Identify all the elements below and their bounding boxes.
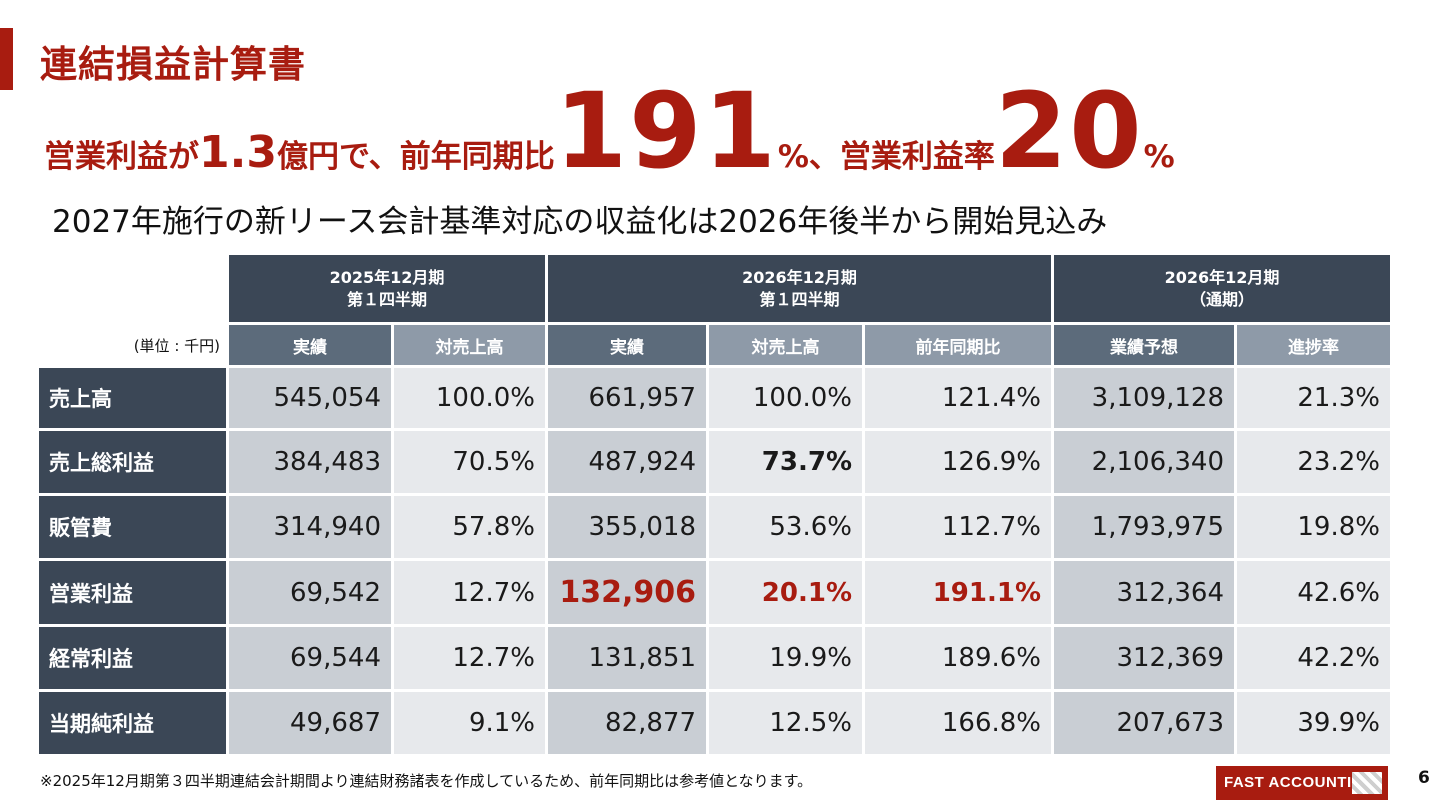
period-header-line1: 2026年12月期 [1164, 267, 1280, 287]
column-header-ratio-to-sales: 対売上高 [709, 325, 862, 365]
table-row: 販管費 314,940 57.8% 355,018 53.6% 112.7% 1… [39, 496, 1390, 558]
period-header-2026-full-year: 2026年12月期 （通期） [1054, 255, 1390, 322]
table-cell: 1,793,975 [1054, 496, 1234, 558]
table-cell: 207,673 [1054, 692, 1234, 754]
period-header-line1: 2025年12月期 [329, 267, 445, 287]
period-header-line2: 第１四半期 [759, 289, 840, 309]
headline-text-3: %、営業利益率 [777, 139, 995, 175]
footnote: ※2025年12月期第３四半期連結会計期間より連結財務諸表を作成しているため、前… [40, 772, 813, 790]
table-cell: 57.8% [394, 496, 545, 558]
title-accent-bar [0, 28, 13, 90]
column-header-forecast: 業績予想 [1054, 325, 1234, 365]
table-cell: 355,018 [548, 496, 706, 558]
period-header-line1: 2026年12月期 [742, 267, 857, 287]
table-cell: 12.7% [394, 627, 545, 689]
column-header-actual: 実績 [229, 325, 391, 365]
table-cell: 100.0% [709, 368, 862, 428]
headline-yoy-value: 191 [554, 70, 778, 192]
table-cell: 19.8% [1237, 496, 1390, 558]
headline-text-4: % [1143, 139, 1175, 175]
table-cell: 3,109,128 [1054, 368, 1234, 428]
unit-label: (単位 : 千円) [133, 336, 220, 355]
logo-text: FAST ACCOUNTING [1224, 774, 1376, 791]
period-header-line2: 第１四半期 [346, 289, 427, 309]
table-cell-highlight: 191.1% [865, 561, 1051, 624]
table-cell: 112.7% [865, 496, 1051, 558]
period-header-2026-q1: 2026年12月期 第１四半期 [548, 255, 1051, 322]
table-cell: 312,369 [1054, 627, 1234, 689]
table-row: 経常利益 69,544 12.7% 131,851 19.9% 189.6% 3… [39, 627, 1390, 689]
table-cell: 49,687 [229, 692, 391, 754]
table-corner [39, 255, 226, 322]
table-cell: 12.5% [709, 692, 862, 754]
subheadline: 2027年施行の新リース会計基準対応の収益化は2026年後半から開始見込み [52, 204, 1108, 240]
table-cell: 42.2% [1237, 627, 1390, 689]
table-cell: 126.9% [865, 431, 1051, 493]
table-cell: 312,364 [1054, 561, 1234, 624]
column-header-actual: 実績 [548, 325, 706, 365]
column-header-yoy: 前年同期比 [865, 325, 1051, 365]
table-cell: 2,106,340 [1054, 431, 1234, 493]
table-cell: 70.5% [394, 431, 545, 493]
table-row: 売上高 545,054 100.0% 661,957 100.0% 121.4%… [39, 368, 1390, 428]
table-cell-highlight: 20.1% [709, 561, 862, 624]
table-cell: 166.8% [865, 692, 1051, 754]
table-cell: 12.7% [394, 561, 545, 624]
headline-text-1: 営業利益が [44, 139, 199, 175]
period-header-line2: （通期） [1189, 289, 1254, 309]
row-label-gross-profit: 売上総利益 [39, 431, 226, 493]
headline-operating-profit-value: 1.3 [199, 127, 277, 178]
table-cell: 131,851 [548, 627, 706, 689]
headline-text-2: 億円で、前年同期比 [276, 139, 555, 175]
page-number: 6 [1418, 768, 1430, 788]
table-cell-highlight: 73.7% [709, 431, 862, 493]
table-cell: 69,542 [229, 561, 391, 624]
table-cell: 23.2% [1237, 431, 1390, 493]
table-cell: 545,054 [229, 368, 391, 428]
table-cell-highlight: 132,906 [548, 561, 706, 624]
page-title: 連結損益計算書 [40, 43, 306, 86]
row-label-net-income: 当期純利益 [39, 692, 226, 754]
table-cell: 21.3% [1237, 368, 1390, 428]
table-row: 売上総利益 384,483 70.5% 487,924 73.7% 126.9%… [39, 431, 1390, 493]
table-cell: 121.4% [865, 368, 1051, 428]
period-header-2025-q1: 2025年12月期 第１四半期 [229, 255, 545, 322]
headline: 営業利益が1.3億円で、前年同期比191%、営業利益率20% [44, 76, 1175, 186]
table-cell: 69,544 [229, 627, 391, 689]
row-label-sga: 販管費 [39, 496, 226, 558]
column-header-progress: 進捗率 [1237, 325, 1390, 365]
table-cell: 661,957 [548, 368, 706, 428]
table-cell: 9.1% [394, 692, 545, 754]
table-cell: 82,877 [548, 692, 706, 754]
income-statement-table: 2025年12月期 第１四半期 2026年12月期 第１四半期 2026年12月… [36, 252, 1393, 757]
table-cell: 314,940 [229, 496, 391, 558]
table-cell: 53.6% [709, 496, 862, 558]
table-cell: 189.6% [865, 627, 1051, 689]
table-row: 当期純利益 49,687 9.1% 82,877 12.5% 166.8% 20… [39, 692, 1390, 754]
row-label-operating-profit: 営業利益 [39, 561, 226, 624]
table-cell: 42.6% [1237, 561, 1390, 624]
column-header-ratio-to-sales: 対売上高 [394, 325, 545, 365]
company-logo: FAST ACCOUNTING [1216, 766, 1388, 800]
row-label-net-sales: 売上高 [39, 368, 226, 428]
table-cell: 384,483 [229, 431, 391, 493]
table-cell: 39.9% [1237, 692, 1390, 754]
table-cell: 487,924 [548, 431, 706, 493]
logo-mark-icon [1352, 772, 1382, 794]
table-row: 営業利益 69,542 12.7% 132,906 20.1% 191.1% 3… [39, 561, 1390, 624]
table-cell: 100.0% [394, 368, 545, 428]
row-label-ordinary-profit: 経常利益 [39, 627, 226, 689]
headline-margin-value: 20 [994, 70, 1144, 192]
table-cell: 19.9% [709, 627, 862, 689]
